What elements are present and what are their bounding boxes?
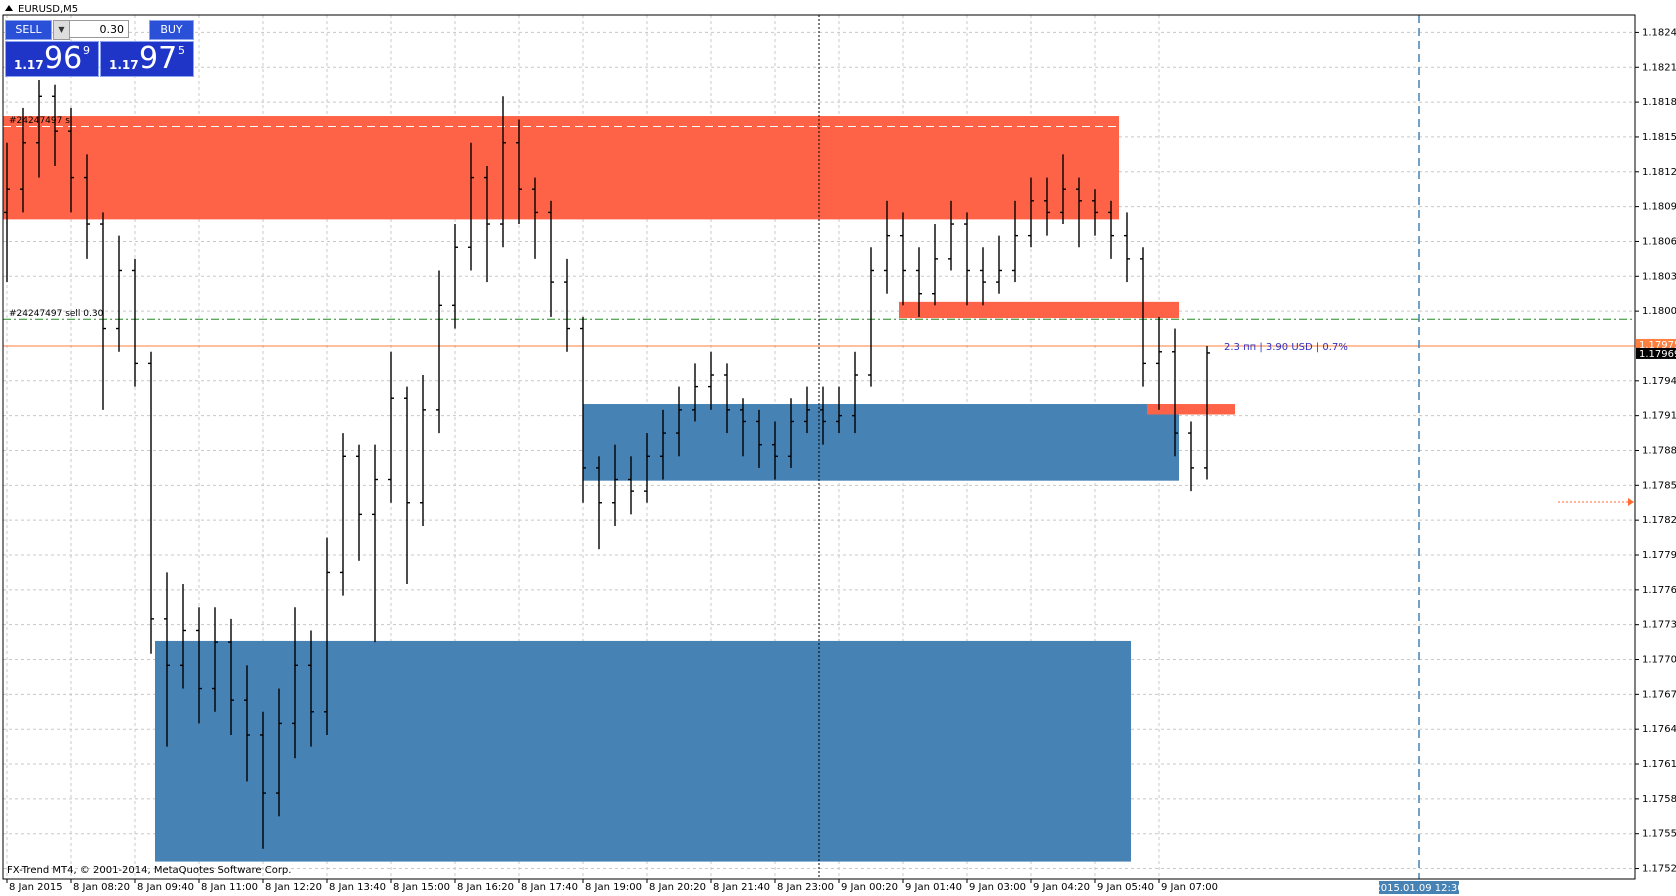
x-tick-label: 8 Jan 08:20 <box>73 882 130 893</box>
y-tick-label: 1.17855 <box>1642 480 1676 491</box>
y-tick-label: 1.17675 <box>1642 689 1676 700</box>
y-tick-label: 1.17705 <box>1642 655 1676 666</box>
zone <box>899 301 1179 319</box>
ask-big: 1.17 <box>109 58 139 72</box>
y-tick-label: 1.17735 <box>1642 620 1676 631</box>
x-tick-label: 8 Jan 13:40 <box>329 882 386 893</box>
collapse-icon[interactable] <box>5 5 13 11</box>
level-label: #24247497 sl <box>9 116 72 126</box>
x-tick-label: 9 Jan 03:00 <box>969 882 1026 893</box>
y-tick-label: 1.17795 <box>1642 550 1676 561</box>
zone <box>583 404 1179 481</box>
y-tick-label: 1.18185 <box>1642 97 1676 108</box>
y-tick-label: 1.18035 <box>1642 271 1676 282</box>
trade-panel: SELL ▼ 0.30 BUY 1.17 96 9 1.17 97 5 <box>5 20 194 77</box>
annotation: 2.3 пп | 3.90 USD | 0.7% <box>1224 342 1348 353</box>
buy-button[interactable]: BUY <box>149 20 194 40</box>
x-tick-label: 8 Jan 12:20 <box>265 882 322 893</box>
y-tick-label: 1.17885 <box>1642 445 1676 456</box>
ask-quote[interactable]: 1.17 97 5 <box>100 41 194 77</box>
y-tick-label: 1.17615 <box>1642 759 1676 770</box>
x-tick-label: 8 Jan 09:40 <box>137 882 194 893</box>
copyright: FX-Trend MT4, © 2001-2014, MetaQuotes So… <box>7 865 291 876</box>
y-tick-label: 1.17945 <box>1642 376 1676 387</box>
x-tick-label: 9 Jan 04:20 <box>1033 882 1090 893</box>
y-tick-label: 1.17825 <box>1642 515 1676 526</box>
x-tick-label: 9 Jan 01:40 <box>905 882 962 893</box>
x-tick-label: 9 Jan 05:40 <box>1097 882 1154 893</box>
bid-point: 9 <box>83 44 90 57</box>
sell-button[interactable]: SELL <box>5 20 52 40</box>
x-tick-label: 8 Jan 11:00 <box>201 882 258 893</box>
lot-spinner[interactable]: ▼ <box>53 20 70 40</box>
bid-big: 1.17 <box>14 58 44 72</box>
y-tick-label: 1.18245 <box>1642 27 1676 38</box>
symbol-title: EURUSD,M5 <box>18 4 78 15</box>
x-tick-label: 8 Jan 21:40 <box>713 882 770 893</box>
cursor-time-label: 2015.01.09 12:30 <box>1374 883 1463 894</box>
plot-frame <box>2 14 1636 880</box>
x-tick-label: 8 Jan 23:00 <box>777 882 834 893</box>
y-tick-label: 1.17915 <box>1642 411 1676 422</box>
zone <box>3 116 1119 220</box>
arrow-head <box>1628 498 1634 506</box>
x-tick-label: 8 Jan 16:20 <box>457 882 514 893</box>
x-tick-label: 9 Jan 07:00 <box>1161 882 1218 893</box>
ask-pips: 97 <box>139 41 178 76</box>
level-label: #24247497 sell 0.30 <box>9 309 104 319</box>
price-tag <box>1636 338 1676 350</box>
y-tick-label: 1.17645 <box>1642 724 1676 735</box>
y-tick-label: 1.17525 <box>1642 864 1676 875</box>
y-tick-label: 1.18155 <box>1642 132 1676 143</box>
x-tick-label: 8 Jan 15:00 <box>393 882 450 893</box>
zone <box>155 640 1131 862</box>
bid-quote[interactable]: 1.17 96 9 <box>5 41 99 77</box>
y-tick-label: 1.17585 <box>1642 794 1676 805</box>
y-tick-label: 1.18065 <box>1642 236 1676 247</box>
ask-point: 5 <box>178 44 185 57</box>
x-tick-label: 9 Jan 00:20 <box>841 882 898 893</box>
y-tick-label: 1.18125 <box>1642 167 1676 178</box>
zone <box>1147 404 1235 415</box>
y-tick-label: 1.17555 <box>1642 829 1676 840</box>
y-tick-label: 1.18215 <box>1642 62 1676 73</box>
bid-tag <box>1636 347 1676 359</box>
y-tick-label: 1.18005 <box>1642 306 1676 317</box>
cursor-time-tag <box>1379 881 1459 894</box>
y-tick-label: 1.18095 <box>1642 202 1676 213</box>
x-tick-label: 8 Jan 17:40 <box>521 882 578 893</box>
x-tick-label: 8 Jan 2015 <box>9 882 63 893</box>
lot-input[interactable]: 0.30 <box>69 20 129 38</box>
y-tick-label: 1.17765 <box>1642 585 1676 596</box>
x-tick-label: 8 Jan 20:20 <box>649 882 706 893</box>
bid-pips: 96 <box>44 41 83 76</box>
x-tick-label: 8 Jan 19:00 <box>585 882 642 893</box>
